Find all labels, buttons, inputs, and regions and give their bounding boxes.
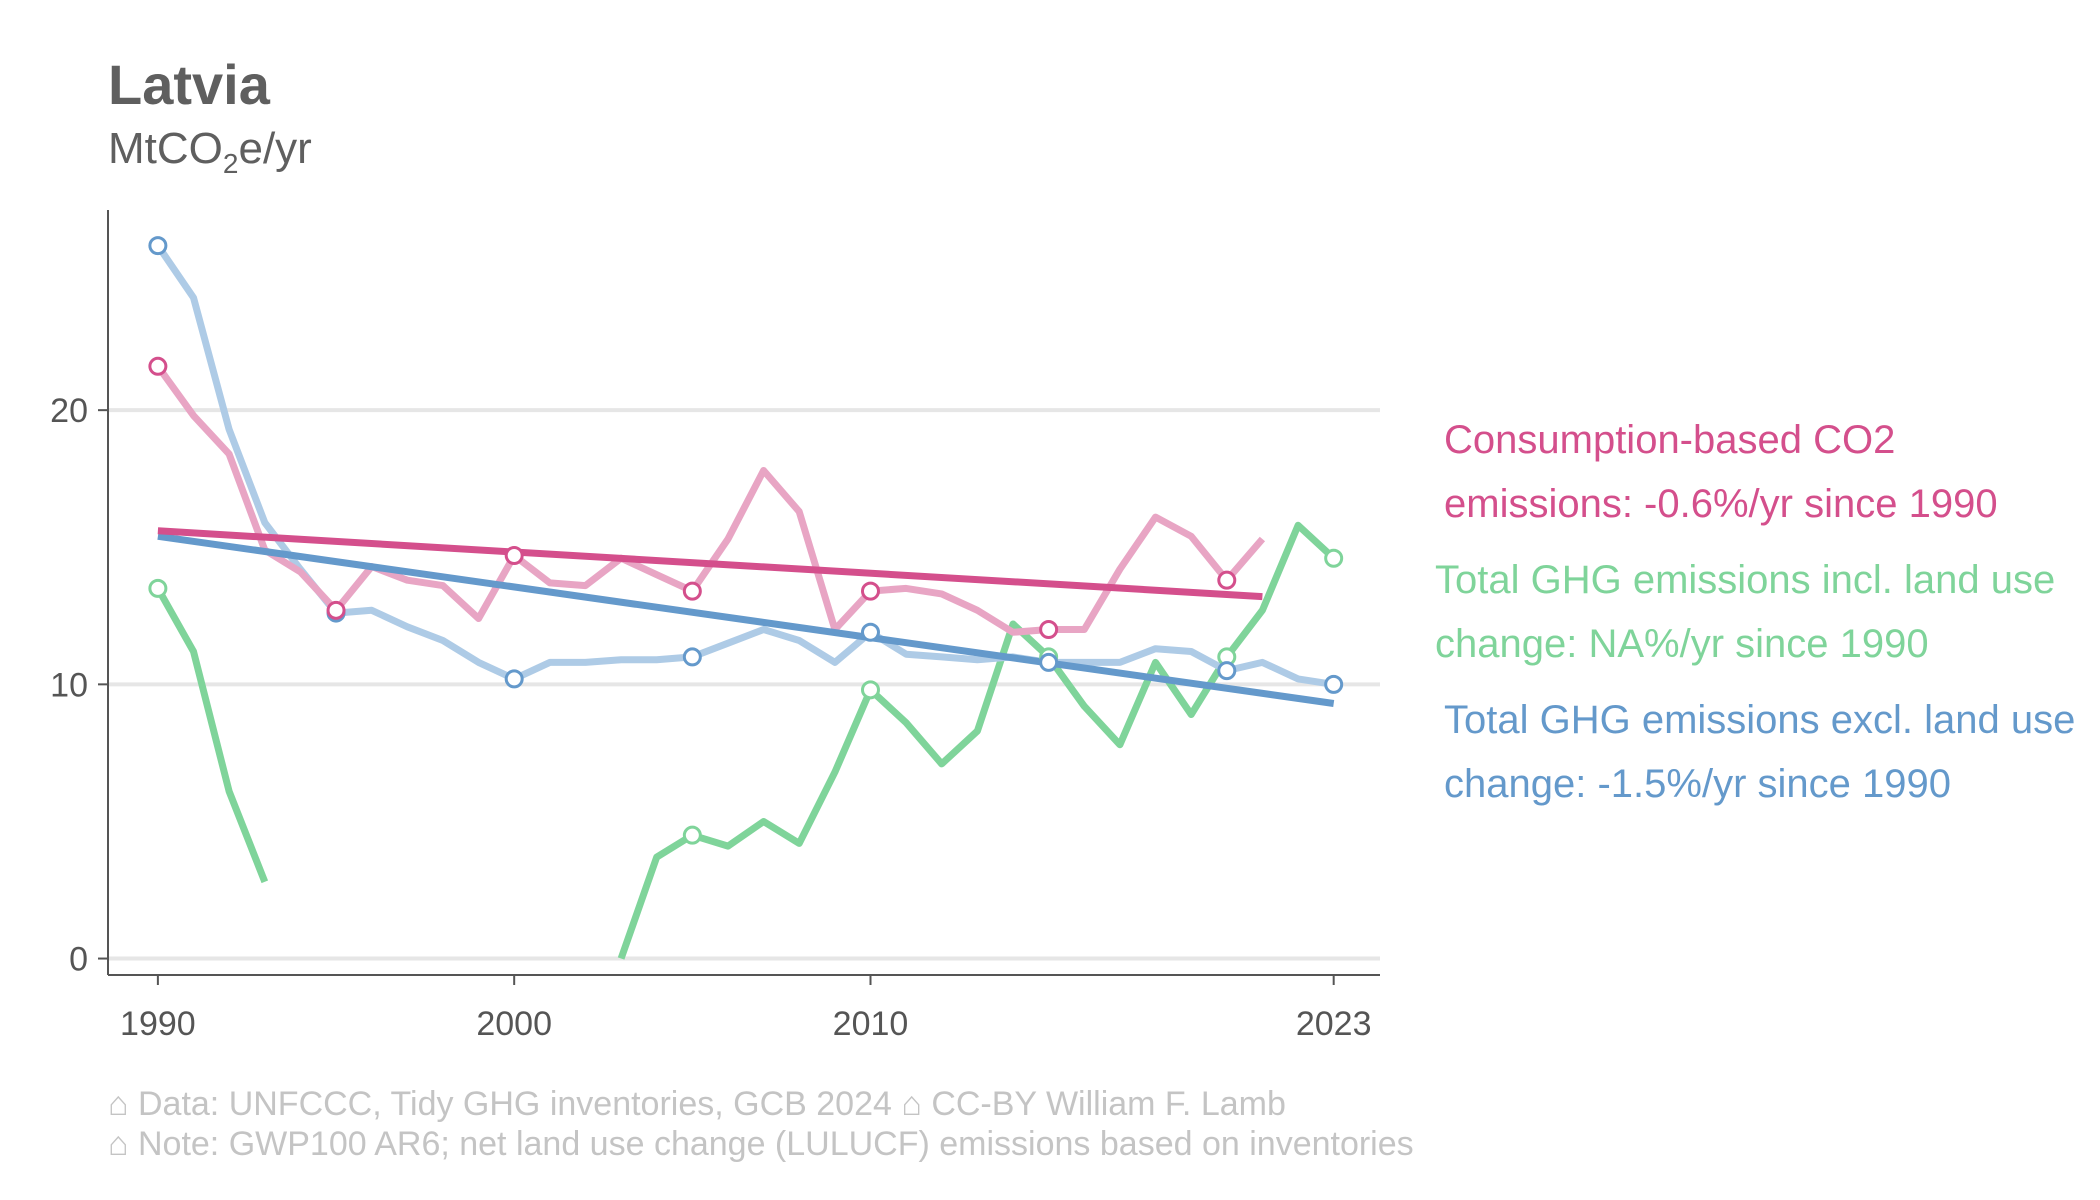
footer-source: ⌂ Data: UNFCCC, Tidy GHG inventories, GC… xyxy=(108,1085,1286,1123)
data-point-consumption-based-co2-emissions-2005 xyxy=(682,581,702,601)
x-tick-label-1990: 1990 xyxy=(120,1005,196,1043)
unit-suffix: e/yr xyxy=(238,124,312,173)
series-line-consumption-based-co2-emissions-trend-0 xyxy=(157,527,1263,601)
data-point-total-ghg-emissions-incl-land-use-change-2005 xyxy=(682,825,702,845)
data-point-consumption-based-co2-emissions-1990 xyxy=(148,356,168,376)
data-point-total-ghg-emissions-excl-land-use-change-2000 xyxy=(504,669,524,689)
legend-incl-luc: Total GHG emissions incl. land use chang… xyxy=(1435,558,2056,666)
chart-unit: MtCO2e/yr xyxy=(108,124,312,180)
series-markers xyxy=(148,236,1344,845)
series-line-total-ghg-emissions-incl-land-use-change-0 xyxy=(154,586,269,884)
axes xyxy=(98,210,1380,985)
y-tick-label-20: 20 xyxy=(50,392,88,430)
footer-note: ⌂ Note: GWP100 AR6; net land use change … xyxy=(108,1125,1414,1163)
data-point-total-ghg-emissions-incl-land-use-change-1990 xyxy=(148,578,168,598)
data-point-total-ghg-emissions-excl-land-use-change-2010 xyxy=(860,622,880,642)
series-line-consumption-based-co2-emissions-0 xyxy=(155,364,1266,636)
series-line-total-ghg-emissions-excl-land-use-change-trend-0 xyxy=(157,532,1335,707)
data-point-consumption-based-co2-emissions-2020 xyxy=(1217,570,1237,590)
x-tick-label-2010: 2010 xyxy=(833,1005,909,1043)
legend-excl-luc: Total GHG emissions excl. land use chang… xyxy=(1444,698,2076,806)
series-lines xyxy=(154,243,1337,960)
tick-labels: 0 10 20 1990 2000 2010 2023 xyxy=(50,392,1371,1043)
chart-title: Latvia xyxy=(108,53,270,116)
data-point-total-ghg-emissions-excl-land-use-change-2015 xyxy=(1039,652,1059,672)
legend-consumption: Consumption-based CO2 emissions: -0.6%/y… xyxy=(1444,418,1998,526)
data-point-total-ghg-emissions-incl-land-use-change-2010 xyxy=(860,680,880,700)
data-point-consumption-based-co2-emissions-2010 xyxy=(860,581,880,601)
data-point-consumption-based-co2-emissions-2015 xyxy=(1039,620,1059,640)
y-tick-label-10: 10 xyxy=(50,666,88,704)
series-line-total-ghg-emissions-incl-land-use-change-1 xyxy=(617,521,1337,960)
data-point-consumption-based-co2-emissions-2000 xyxy=(504,545,524,565)
data-point-total-ghg-emissions-excl-land-use-change-1990 xyxy=(148,236,168,256)
unit-prefix: MtCO xyxy=(108,124,223,173)
data-point-total-ghg-emissions-excl-land-use-change-2023 xyxy=(1324,674,1344,694)
data-point-total-ghg-emissions-excl-land-use-change-2005 xyxy=(682,647,702,667)
x-tick-label-2023: 2023 xyxy=(1296,1005,1372,1043)
data-point-total-ghg-emissions-incl-land-use-change-2023 xyxy=(1324,548,1344,568)
data-point-consumption-based-co2-emissions-1995 xyxy=(326,600,346,620)
x-tick-label-2000: 2000 xyxy=(476,1005,552,1043)
series-line-total-ghg-emissions-excl-land-use-change-0 xyxy=(155,243,1335,688)
unit-subscript: 2 xyxy=(222,147,239,179)
data-point-total-ghg-emissions-excl-land-use-change-2020 xyxy=(1217,661,1237,681)
y-tick-label-0: 0 xyxy=(69,941,88,979)
